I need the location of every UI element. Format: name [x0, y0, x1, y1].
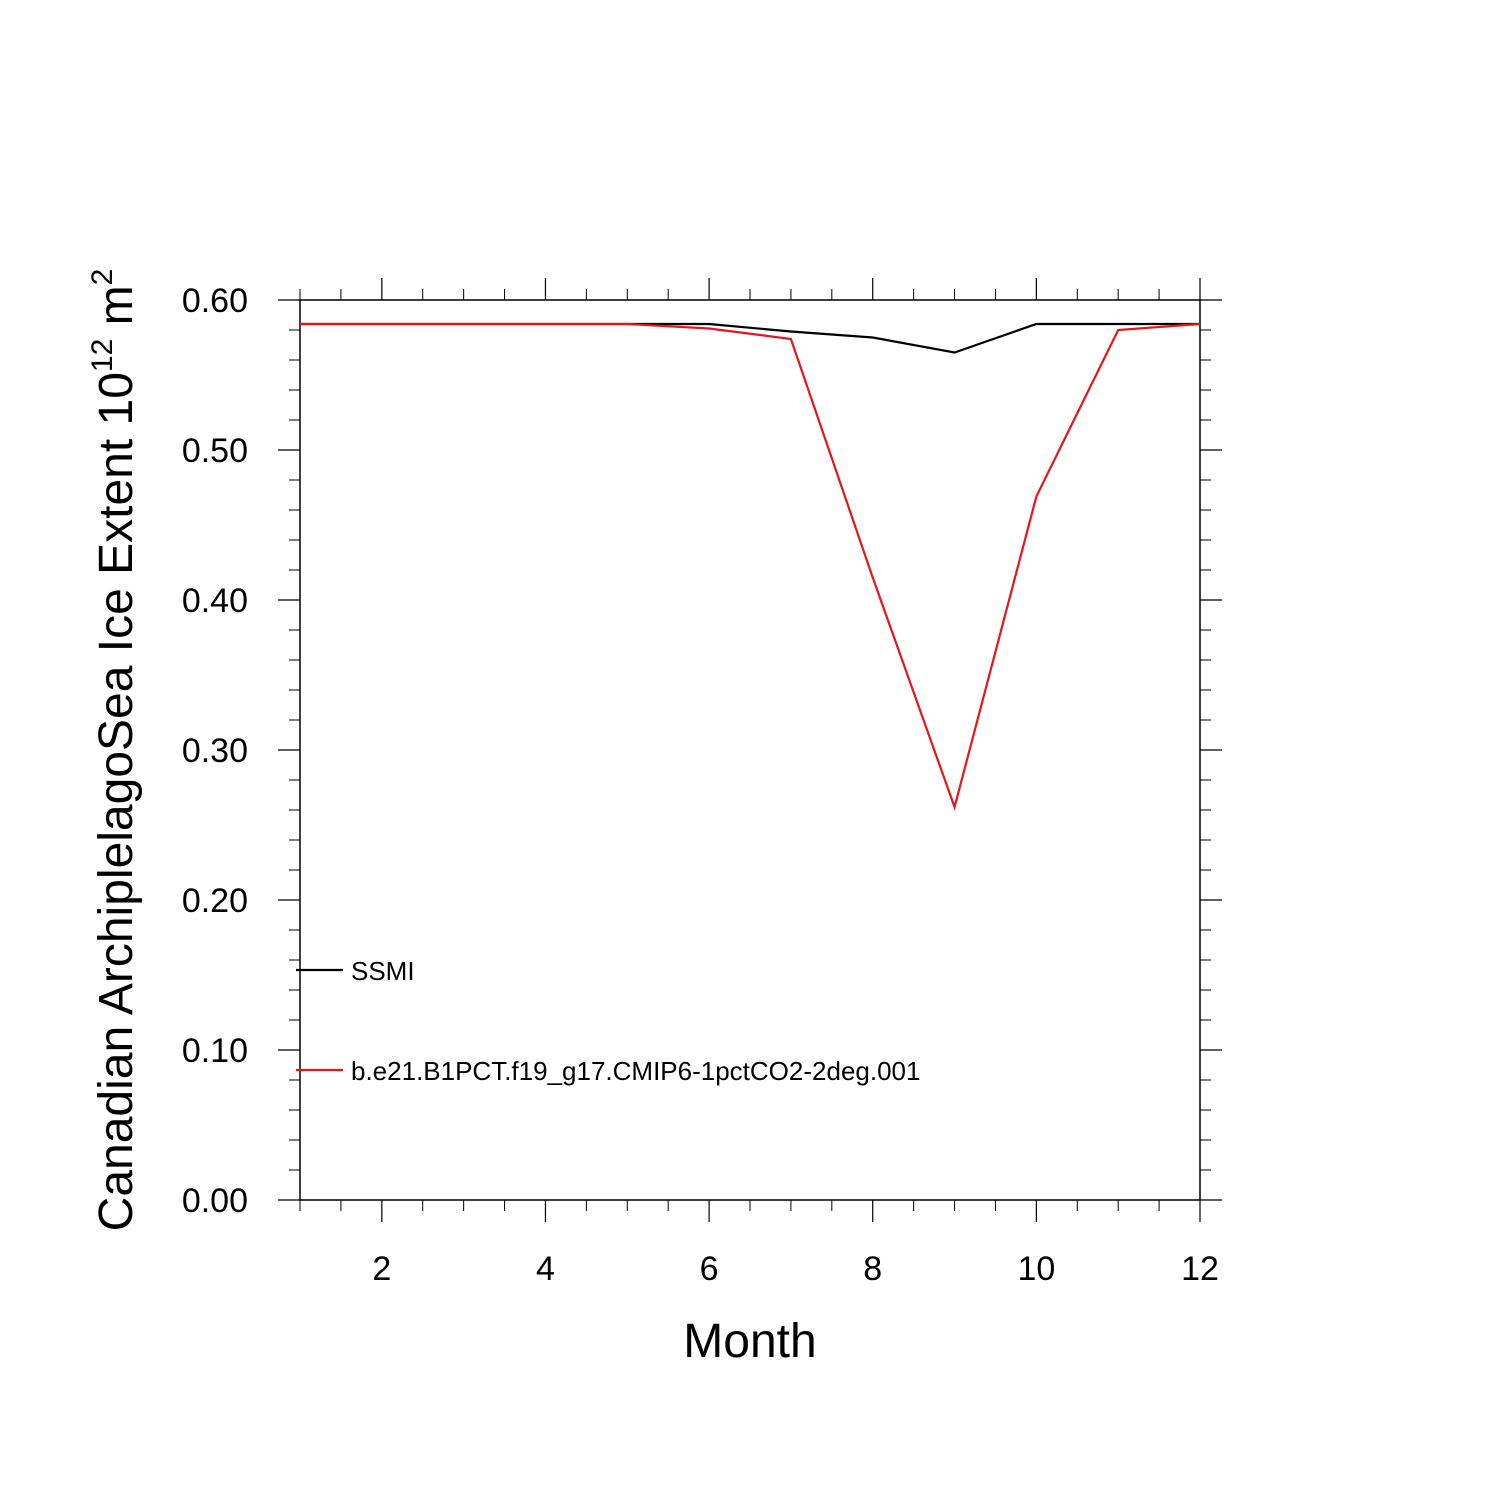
- y-axis-title-unit: m: [90, 285, 143, 338]
- x-tick-label: 6: [700, 1250, 719, 1288]
- x-tick-label: 12: [1181, 1250, 1219, 1288]
- y-tick-label: 0.10: [182, 1032, 248, 1070]
- y-tick-label: 0.30: [182, 732, 248, 770]
- y-tick-label: 0.50: [182, 432, 248, 470]
- y-axis-title-main: Canadian ArchiplelagoSea Ice Extent 10: [90, 372, 143, 1231]
- y-axis-title-exponent: 12: [86, 339, 119, 372]
- x-tick-label: 2: [372, 1250, 391, 1288]
- y-tick-label: 0.60: [182, 282, 248, 320]
- y-axis-title-unit-exponent: 2: [86, 269, 119, 286]
- legend: SSMI b.e21.B1PCT.f19_g17.CMIP6-1pctCO2-2d…: [296, 956, 920, 1086]
- legend-label-2: b.e21.B1PCT.f19_g17.CMIP6-1pctCO2-2deg.0…: [351, 1056, 920, 1086]
- x-tick-label: 10: [1017, 1250, 1055, 1288]
- y-tick-label: 0.20: [182, 882, 248, 920]
- y-tick-label: 0.00: [182, 1182, 248, 1220]
- x-axis-title: Month: [683, 1315, 816, 1368]
- x-tick-label: 8: [863, 1250, 882, 1288]
- y-tick-label: 0.40: [182, 582, 248, 620]
- legend-label-1: SSMI: [351, 956, 415, 986]
- series-line-2: [300, 322, 1201, 811]
- y-axis-title: Canadian ArchiplelagoSea Ice Extent 1012…: [86, 269, 143, 1232]
- series-line-1: [300, 322, 1200, 354]
- series-lines: [300, 322, 1201, 811]
- axes: 2 4 6 8 10 12 0.00 0.10 0.20 0.30 0.40 0.50 0.60: [182, 278, 1222, 1288]
- x-tick-label: 4: [536, 1250, 555, 1288]
